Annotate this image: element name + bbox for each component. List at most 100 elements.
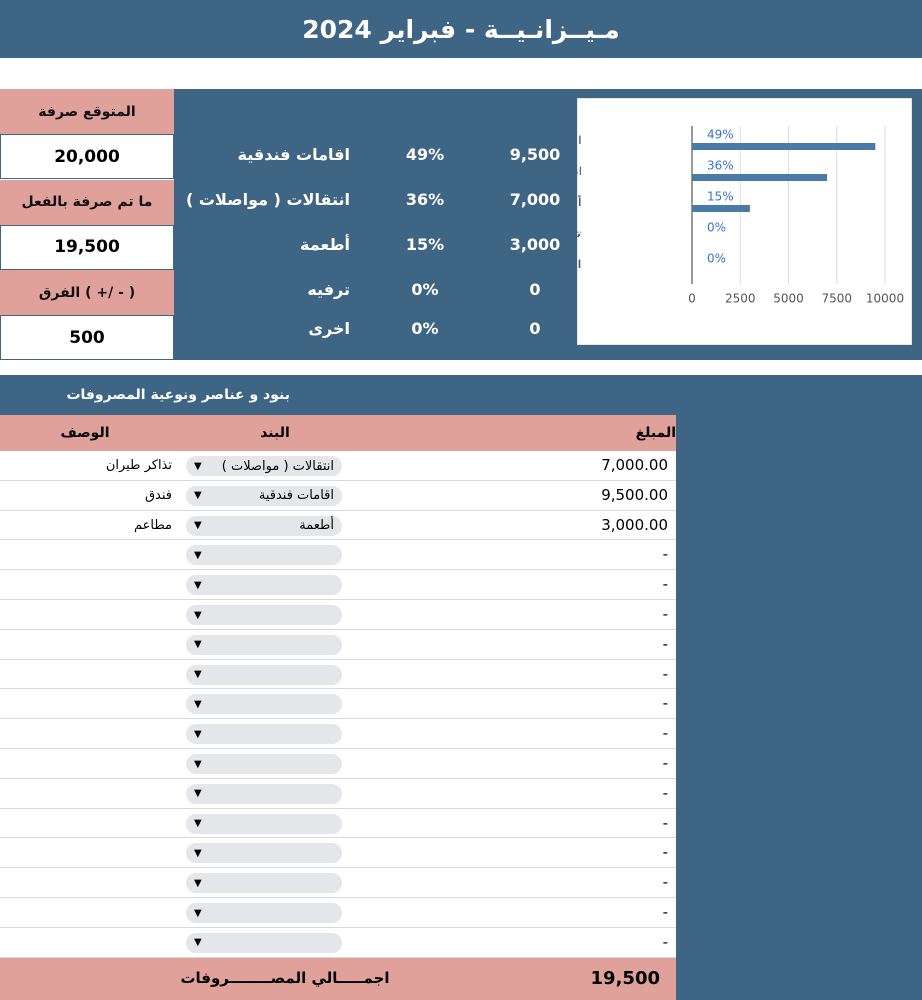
table-row	[0, 928, 676, 958]
table-row	[0, 630, 676, 660]
breakdown-percent: 49%	[405, 145, 445, 164]
table-row	[0, 481, 676, 511]
table-title: بنود و عناصر ونوعية المصروفات	[66, 387, 290, 403]
bar-label: 0%	[707, 221, 726, 235]
breakdown-amount: 7,000	[509, 190, 561, 209]
item-dropdown[interactable]: ▼	[186, 724, 342, 745]
x-tick-label: 5000	[773, 292, 804, 306]
total-value: 19,500	[590, 968, 660, 989]
breakdown-category: اخرى	[308, 319, 350, 338]
table-row	[0, 719, 676, 749]
chart: 0 2500 5000 7500 10000 اقامات فندقية 49% انتقال…	[577, 98, 912, 345]
chart-frame	[577, 98, 912, 345]
header-item: البند	[260, 425, 290, 441]
breakdown-percent: 36%	[405, 190, 445, 209]
dropdown-arrow: ▼	[194, 877, 202, 889]
bar-label: 15%	[707, 190, 734, 204]
dropdown-arrow: ▼	[194, 788, 202, 800]
dropdown-arrow: ▼	[194, 669, 202, 681]
bar-label: 36%	[707, 159, 734, 173]
summary-label: الفرق ( +/ - )	[0, 270, 174, 315]
breakdown-amount: 3,000	[509, 235, 561, 254]
item-dropdown[interactable]: ▼	[186, 694, 342, 715]
y-tick-label: ترفيه	[577, 227, 582, 240]
dropdown-arrow: ▼	[194, 907, 202, 919]
amount-cell: -	[662, 932, 668, 951]
dropdown-arrow: ▼	[194, 758, 202, 770]
table-row	[0, 779, 676, 809]
dropdown-arrow: ▼	[194, 639, 202, 651]
breakdown-category: أطعمة	[299, 235, 350, 254]
item-dropdown[interactable]: ▼	[186, 575, 342, 596]
breakdown-category: اقامات فندقية	[237, 145, 351, 164]
table-row	[0, 600, 676, 630]
item-dropdown[interactable]: ▼	[186, 545, 342, 566]
x-tick-label: 0	[688, 292, 696, 306]
item-dropdown[interactable]: ▼	[186, 605, 342, 625]
item-dropdown[interactable]: ▼	[186, 873, 342, 894]
item-dropdown[interactable]: ▼	[186, 843, 342, 864]
dropdown-arrow: ▼	[194, 549, 202, 561]
total-label: اجمـــــالي المصــــــــروفات	[180, 969, 390, 987]
item-dropdown[interactable]: ▼	[186, 932, 342, 953]
breakdown-amount: 9,500	[509, 145, 561, 164]
item-dropdown[interactable]: ▼	[186, 664, 342, 685]
breakdown-amount: 0	[529, 280, 541, 299]
amount-cell: -	[662, 605, 668, 623]
sheet-title: مـيــزانـيــة - فبراير 2024	[0, 0, 922, 58]
item-dropdown[interactable]: ▼	[186, 783, 342, 804]
summary-value: 500	[0, 315, 174, 360]
dropdown-arrow: ▼	[194, 520, 202, 532]
x-tick-label: 2500	[725, 292, 756, 306]
item-text: انتقالات ( مواصلات )	[221, 458, 334, 474]
dropdown-arrow: ▼	[194, 818, 202, 830]
amount-cell: -	[662, 634, 668, 653]
amount-cell: 7,000.00	[601, 456, 668, 474]
item-dropdown[interactable]: ▼	[186, 634, 342, 655]
dropdown-arrow: ▼	[194, 847, 202, 859]
breakdown-category: انتقالات ( مواصلات )	[186, 190, 350, 209]
breakdown-amount: 0	[529, 319, 541, 338]
breakdown-percent: 15%	[405, 235, 445, 254]
item-dropdown[interactable]: ▼ انتقالات ( مواصلات )	[186, 456, 342, 476]
amount-cell: -	[662, 575, 668, 594]
item-dropdown[interactable]: ▼	[186, 754, 342, 774]
amount-cell: 3,000.00	[601, 515, 668, 534]
bar-label: 0%	[707, 252, 726, 266]
amount-cell: -	[662, 694, 668, 713]
table-row	[0, 809, 676, 839]
table-row	[0, 511, 676, 541]
amount-cell: -	[662, 813, 668, 832]
y-tick-label: اقامات فندقية	[577, 134, 582, 147]
summary-value: 20,000	[0, 134, 174, 179]
bar	[692, 174, 828, 181]
breakdown-percent: 0%	[411, 280, 439, 299]
item-dropdown[interactable]: ▼ أطعمة	[186, 515, 342, 536]
item-dropdown[interactable]: ▼	[186, 903, 342, 923]
amount-cell: -	[662, 873, 668, 892]
description-cell: مطاعم	[134, 517, 172, 533]
y-tick-label: اخرى	[577, 258, 582, 271]
x-tick-label: 10000	[866, 292, 904, 306]
item-dropdown[interactable]: ▼	[186, 813, 342, 834]
description-cell: تذاكر طيران	[105, 458, 172, 473]
item-text: أطعمة	[299, 518, 334, 534]
table-row	[0, 451, 676, 481]
bar	[692, 205, 750, 212]
summary-value: 19,500	[0, 224, 174, 270]
summary-label: ما تم صرفة بالفعل	[0, 179, 174, 225]
amount-cell: -	[662, 664, 668, 683]
description-cell: فندق	[144, 487, 172, 503]
item-dropdown[interactable]: ▼ اقامات فندقية	[186, 485, 342, 506]
dropdown-arrow: ▼	[194, 937, 202, 949]
dropdown-arrow: ▼	[194, 728, 202, 740]
table-row	[0, 838, 676, 869]
table-row	[0, 689, 676, 720]
table-footer	[0, 957, 676, 1000]
x-tick-label: 7500	[821, 292, 852, 306]
table-body	[0, 415, 676, 957]
amount-cell: -	[662, 903, 668, 921]
y-tick-label: انتقالات ( مواصلات )	[577, 165, 582, 178]
table-row	[0, 749, 676, 779]
